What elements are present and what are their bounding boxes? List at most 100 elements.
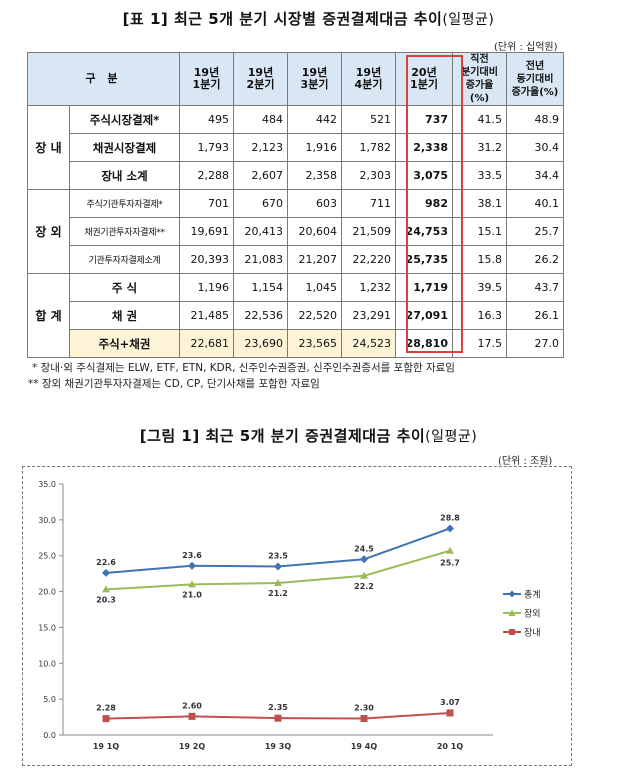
data-point	[274, 714, 282, 722]
cell-value: 737	[395, 105, 453, 134]
header-yoy: 전년 동기대비 증가율(%)	[506, 52, 564, 106]
cell-qoq: 33.5	[452, 161, 507, 190]
cell-value: 20,413	[233, 217, 288, 246]
y-tick-label: 20.0	[38, 588, 56, 597]
cell-value: 1,196	[179, 273, 234, 302]
data-point	[188, 580, 196, 588]
data-point	[102, 715, 110, 723]
table-title-sub: (일평균)	[442, 12, 495, 28]
data-label: 2.28	[96, 704, 116, 713]
x-tick-label: 19 4Q	[351, 742, 377, 751]
cell-value: 670	[233, 189, 288, 218]
data-point	[360, 715, 368, 723]
cell-value: 1,719	[395, 273, 453, 302]
data-label: 2.30	[354, 704, 374, 713]
cell-value: 2,303	[341, 161, 396, 190]
group-label: 장 내	[27, 105, 70, 190]
cell-qoq: 17.5	[452, 329, 507, 358]
cell-value: 27,091	[395, 301, 453, 330]
header-q3: 19년 3분기	[287, 52, 342, 106]
cell-yoy: 26.2	[506, 245, 564, 274]
cell-value: 1,232	[341, 273, 396, 302]
x-tick-label: 19 1Q	[93, 742, 119, 751]
row-label: 채권기관투자자결제**	[69, 217, 180, 246]
row-label: 주식시장결제*	[69, 105, 180, 134]
cell-value: 21,207	[287, 245, 342, 274]
data-label: 2.35	[268, 703, 288, 712]
x-tick-label: 19 2Q	[179, 742, 205, 751]
y-tick-label: 5.0	[43, 695, 56, 704]
cell-qoq: 15.8	[452, 245, 507, 274]
table-title-main: [표 1] 최근 5개 분기 시장별 증권결제대금 추이	[122, 10, 443, 28]
data-label: 2.60	[182, 701, 202, 710]
y-tick-label: 10.0	[38, 659, 56, 668]
data-label: 21.2	[268, 589, 288, 598]
data-point	[446, 524, 454, 533]
table-row: 채 권 21,485 22,536 22,520 23,291 27,091 16.3 26.…	[28, 301, 564, 330]
cell-value: 3,075	[395, 161, 453, 190]
cell-value: 24,523	[341, 329, 396, 358]
line-chart: 0.0 5.0 10.0 15.0 20.0 25.0 30.0 35.0 19 1Q 19 2Q…	[38, 480, 541, 751]
cell-value: 20,393	[179, 245, 234, 274]
table-row: 장 외 주식기관투자자결제* 701 670 603 711 982 38.1 40.1	[27, 189, 564, 274]
cell-value: 21,509	[341, 217, 396, 246]
cell-yoy: 25.7	[506, 217, 564, 246]
cell-yoy: 34.4	[506, 161, 564, 190]
header-category: 구 분	[27, 52, 180, 106]
cell-value: 21,485	[179, 301, 234, 330]
cell-value: 982	[395, 189, 453, 218]
header-qoq: 직전 분기대비 증가율(%)	[452, 52, 507, 106]
cell-value: 484	[233, 105, 288, 134]
data-point	[188, 712, 196, 720]
cell-value: 2,358	[287, 161, 342, 190]
cell-value: 23,291	[341, 301, 396, 330]
cell-value: 2,288	[179, 161, 234, 190]
cell-value: 25,735	[395, 245, 453, 274]
cell-value: 711	[341, 189, 396, 218]
cell-yoy: 48.9	[506, 105, 564, 134]
y-tick-label: 35.0	[38, 480, 56, 489]
cell-value: 20,604	[287, 217, 342, 246]
cell-value: 28,810	[395, 329, 453, 358]
chart-frame: 0.0 5.0 10.0 15.0 20.0 25.0 30.0 35.0 19 1Q 19 2Q…	[22, 466, 572, 766]
header-q1: 19년 1분기	[179, 52, 234, 106]
data-point	[360, 571, 368, 579]
y-tick-label: 15.0	[38, 623, 56, 632]
data-label: 24.5	[354, 544, 374, 553]
cell-value: 2,123	[233, 133, 288, 162]
row-label: 주 식	[69, 273, 180, 302]
table-row: 주식+채권 22,681 23,690 23,565 24,523 28,810 17.5 2…	[28, 329, 564, 358]
cell-qoq: 15.1	[452, 217, 507, 246]
cell-yoy: 40.1	[506, 189, 564, 218]
row-label: 채 권	[69, 301, 180, 330]
x-tick-label: 20 1Q	[437, 742, 463, 751]
settlement-table: 구 분 19년 1분기 19년 2분기 19년 3분기 19년 4분기 20년 …	[27, 52, 564, 358]
cell-qoq: 16.3	[452, 301, 507, 330]
row-label: 기관투자자결제소계	[69, 245, 180, 274]
cell-value: 495	[179, 105, 234, 134]
table-row: 채권시장결제 1,793 2,123 1,916 1,782 2,338 31.2 30.4	[28, 133, 564, 162]
cell-value: 701	[179, 189, 234, 218]
cell-value: 23,690	[233, 329, 288, 358]
data-point	[360, 555, 368, 564]
cell-value: 1,154	[233, 273, 288, 302]
data-label: 20.3	[96, 595, 116, 604]
cell-value: 21,083	[233, 245, 288, 274]
cell-value: 442	[287, 105, 342, 134]
cell-value: 1,916	[287, 133, 342, 162]
cell-yoy: 43.7	[506, 273, 564, 302]
cell-value: 521	[341, 105, 396, 134]
row-label: 채권시장결제	[69, 133, 180, 162]
legend-marker	[508, 590, 516, 598]
cell-qoq: 38.1	[452, 189, 507, 218]
cell-value: 1,793	[179, 133, 234, 162]
cell-value: 24,753	[395, 217, 453, 246]
cell-value: 603	[287, 189, 342, 218]
note-1: * 장내·외 주식결제는 ELW, ETF, ETN, KDR, 신주인수권증권…	[32, 362, 455, 374]
data-label: 21.0	[182, 590, 202, 599]
row-label: 장내 소계	[69, 161, 180, 190]
legend-label: 장내	[524, 628, 541, 639]
legend-label: 장외	[524, 608, 541, 620]
legend-marker	[509, 629, 515, 635]
figure-title-main: [그림 1] 최근 5개 분기 증권결제대금 추이	[139, 427, 426, 445]
